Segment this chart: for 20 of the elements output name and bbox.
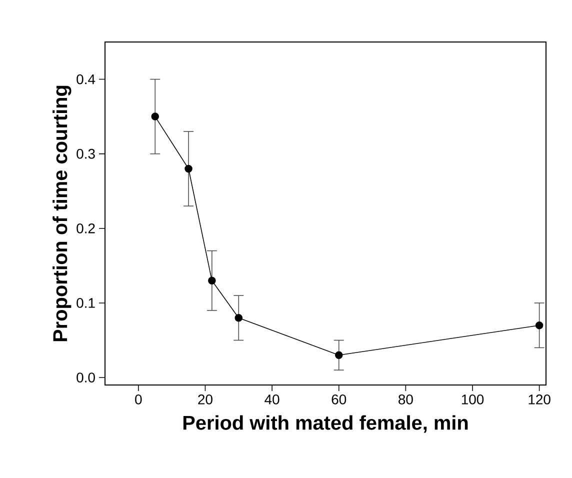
point [334, 351, 343, 360]
point [234, 314, 243, 322]
x-tick-label: 100 [462, 394, 484, 404]
x-tick-label: 0 [135, 394, 142, 404]
y-tick-label: 0.1 [76, 298, 95, 308]
y-tick-label: 0.4 [76, 74, 96, 84]
x-tick-label: 120 [528, 394, 550, 404]
x-axis-title: Period with mated female, min [183, 415, 468, 433]
point [208, 276, 216, 284]
point [535, 321, 544, 330]
y-axis-title: Proportion of time courting [52, 86, 72, 342]
x-tick-label: 40 [264, 394, 280, 404]
y-tick-label: 0.0 [76, 372, 95, 382]
y-tick-label: 0.2 [76, 223, 95, 234]
point [184, 164, 192, 173]
point [151, 112, 160, 120]
x-tick-label: 80 [398, 394, 413, 404]
x-tick-label: 20 [198, 394, 212, 404]
x-tick-label: 60 [332, 394, 346, 404]
y-tick-label: 0.3 [76, 148, 95, 159]
